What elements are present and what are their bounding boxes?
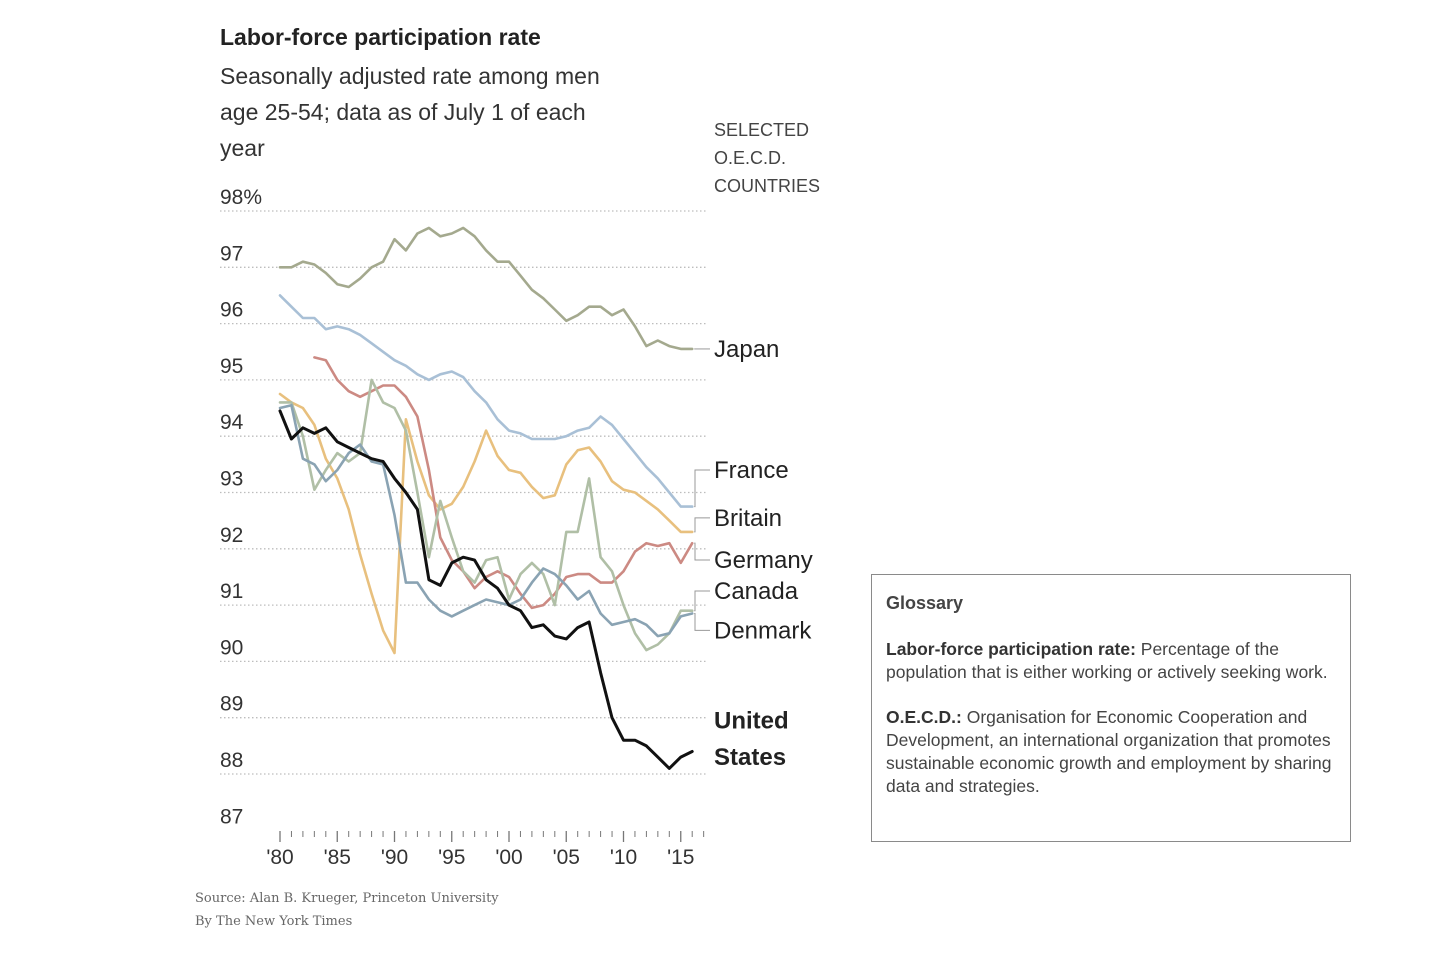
series-line-japan [278, 226, 694, 351]
y-tick-label: 92 [220, 524, 243, 547]
series-label: Britain [714, 505, 782, 532]
x-tick-label: '15 [667, 846, 694, 869]
glossary-entry: O.E.C.D.: Organisation for Economic Coop… [886, 706, 1336, 798]
series-line-united-states [278, 409, 694, 770]
glossary-entry: Labor-force participation rate: Percenta… [886, 638, 1336, 684]
x-tick-label: '95 [438, 846, 465, 869]
glossary-definition: Organisation for Economic Cooperation an… [886, 707, 1332, 796]
y-tick-label: 98% [220, 186, 262, 209]
series-label: Canada [714, 578, 799, 605]
label-leader-line [694, 517, 710, 533]
series-line-britain [278, 392, 694, 655]
y-tick-label: 95 [220, 355, 243, 378]
glossary-definition: Percentage of the population that is eit… [886, 639, 1328, 682]
series-label: France [714, 457, 789, 484]
x-tick-label: '85 [324, 846, 351, 869]
y-tick-label: 97 [220, 242, 243, 265]
glossary-box: Glossary Labor-force participation rate:… [871, 574, 1351, 842]
y-tick-label: 90 [220, 636, 243, 659]
series-label: States [714, 744, 786, 771]
y-tick-label: 91 [220, 580, 243, 603]
y-tick-label: 87 [220, 805, 243, 828]
series-line-denmark [278, 403, 694, 638]
label-leader-line [694, 613, 710, 631]
source-note: Source: Alan B. Krueger, Princeton Unive… [195, 891, 499, 906]
glossary-term: O.E.C.D.: [886, 707, 962, 727]
series-line-germany [313, 356, 694, 610]
y-tick-label: 94 [220, 411, 244, 434]
y-tick-label: 93 [220, 468, 243, 491]
byline: By The New York Times [195, 914, 353, 929]
x-tick-label: '05 [553, 846, 580, 869]
label-leader-line [694, 469, 710, 508]
label-leader-line [694, 542, 710, 561]
glossary-term: Labor-force participation rate: [886, 639, 1136, 659]
y-tick-label: 96 [220, 299, 243, 322]
series-label: Germany [714, 547, 813, 574]
chart-subtitle: Seasonally adjusted rate among men age 2… [220, 63, 600, 161]
series-label: Denmark [714, 617, 812, 644]
chart-title: Labor-force participation rate [220, 24, 541, 50]
y-tick-label: 89 [220, 693, 243, 716]
label-leader-line [694, 590, 710, 612]
series-line-canada [278, 378, 694, 652]
series-line-france [278, 294, 694, 508]
series-label: United [714, 708, 789, 735]
series-label: Japan [714, 336, 779, 363]
x-tick-label: '90 [381, 846, 408, 869]
x-tick-label: '80 [266, 846, 293, 869]
countries-label: SELECTED O.E.C.D. COUNTRIES [714, 120, 821, 196]
glossary-heading: Glossary [886, 593, 964, 613]
x-tick-label: '10 [610, 846, 637, 869]
x-tick-label: '00 [495, 846, 522, 869]
y-tick-label: 88 [220, 749, 243, 772]
line-chart: 98% 97 96 95 94 93 92 91 90 89 88 87 '80 '85 '90 '95 '00… [220, 186, 813, 869]
